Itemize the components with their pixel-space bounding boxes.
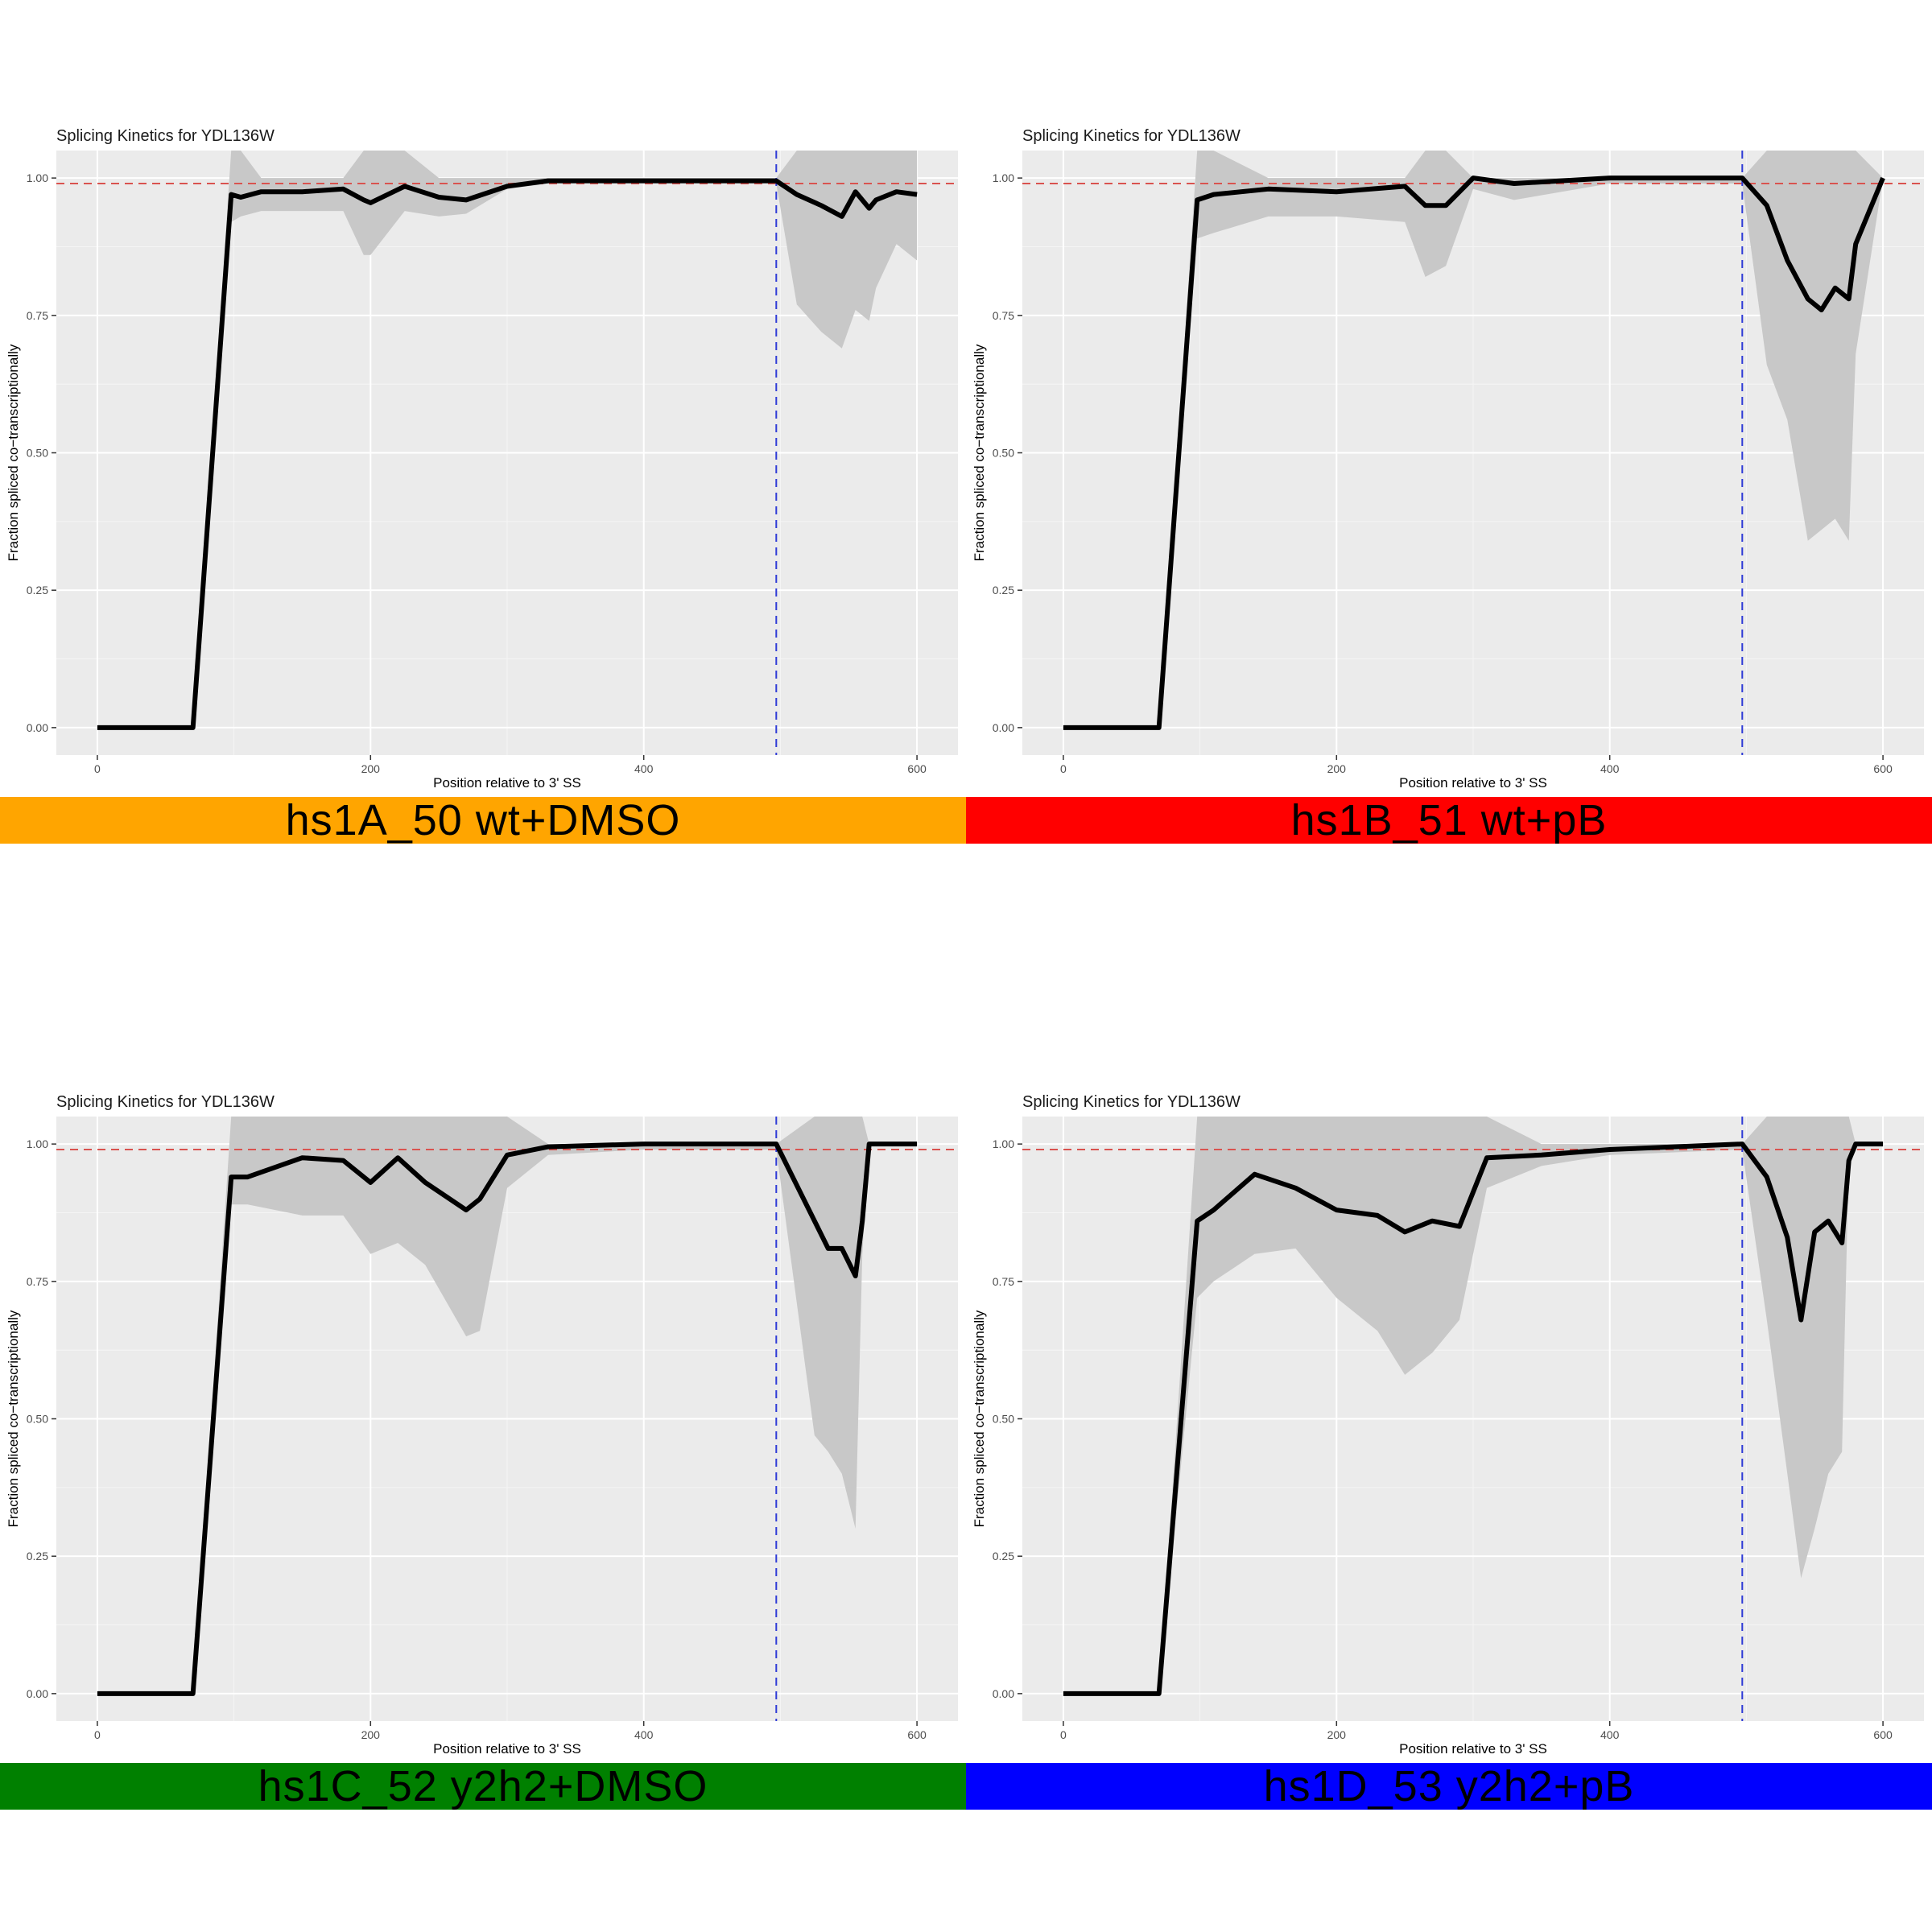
y-tick-label: 0.00: [27, 721, 48, 734]
y-tick-label: 1.00: [27, 171, 48, 184]
x-tick-label: 200: [1327, 1728, 1347, 1741]
x-tick-label: 400: [634, 762, 654, 775]
sample-label-banner: hs1D_53 y2h2+pB: [966, 1763, 1932, 1810]
sample-label: hs1B_51 wt+pB: [1290, 796, 1608, 844]
plot-area: [56, 151, 958, 755]
chart-panel-hs1d: 0.00 0.25 0.50 0.75 1.00 0 200 400 600 Splicing K…: [966, 966, 1932, 1932]
chart-svg: 0.00 0.25 0.50 0.75 1.00 0 200 400 600 Splicing K…: [972, 1093, 1924, 1757]
plot-area: [56, 1117, 958, 1721]
x-tick-label: 600: [1873, 762, 1893, 775]
x-axis-label: Position relative to 3' SS: [433, 1741, 581, 1757]
x-tick-label: 400: [1600, 762, 1620, 775]
y-tick-label: 0.25: [993, 584, 1014, 597]
chart-title: Splicing Kinetics for YDL136W: [1022, 1093, 1241, 1111]
x-tick-label: 0: [94, 762, 101, 775]
y-tick-label: 0.00: [993, 721, 1014, 734]
confidence-ribbon: [1063, 151, 1884, 728]
y-tick-label: 1.00: [993, 1137, 1014, 1150]
x-tick-label: 0: [1060, 1728, 1067, 1741]
y-tick-label: 0.00: [993, 1687, 1014, 1700]
x-tick-label: 200: [1327, 762, 1347, 775]
chart-svg: 0.00 0.25 0.50 0.75 1.00 0 200 400 600 Splicing K…: [6, 1093, 958, 1757]
x-tick-label: 200: [361, 762, 381, 775]
sample-label-banner: hs1B_51 wt+pB: [966, 797, 1932, 844]
sample-label-banner: hs1A_50 wt+DMSO: [0, 797, 966, 844]
x-tick-label: 600: [907, 762, 927, 775]
y-tick-label: 0.50: [27, 447, 48, 460]
y-tick-label: 0.75: [993, 1275, 1014, 1288]
x-tick-label: 0: [94, 1728, 101, 1741]
x-axis-label: Position relative to 3' SS: [1399, 1741, 1547, 1757]
confidence-ribbon: [97, 1117, 918, 1694]
chart-title: Splicing Kinetics for YDL136W: [56, 1093, 275, 1111]
y-tick-label: 0.50: [27, 1413, 48, 1426]
y-tick-label: 0.50: [993, 447, 1014, 460]
fraction-spliced-line: [97, 178, 918, 730]
y-tick-label: 0.75: [27, 1275, 48, 1288]
chart-panel-hs1a: 0.00 0.25 0.50 0.75 1.00 0 200 400 600 Splicing K…: [0, 0, 966, 966]
y-tick-label: 1.00: [27, 1137, 48, 1150]
fraction-spliced-line: [1063, 175, 1885, 730]
confidence-ribbon: [1063, 1117, 1884, 1694]
x-tick-label: 600: [1873, 1728, 1893, 1741]
plot-area: [1022, 151, 1924, 755]
chart-svg: 0.00 0.25 0.50 0.75 1.00 0 200 400 600 Splicing K…: [6, 127, 958, 791]
chart-svg: 0.00 0.25 0.50 0.75 1.00 0 200 400 600 Splicing K…: [972, 127, 1924, 791]
y-tick-label: 0.75: [27, 309, 48, 322]
x-tick-label: 600: [907, 1728, 927, 1741]
x-tick-label: 400: [634, 1728, 654, 1741]
y-axis-label: Fraction spliced co−transcriptionally: [972, 344, 987, 561]
sample-label: hs1D_53 y2h2+pB: [1263, 1762, 1635, 1810]
y-axis-label: Fraction spliced co−transcriptionally: [972, 1310, 987, 1527]
x-tick-label: 400: [1600, 1728, 1620, 1741]
sample-label: hs1C_52 y2h2+DMSO: [258, 1762, 708, 1810]
y-tick-label: 0.50: [993, 1413, 1014, 1426]
y-axis-label: Fraction spliced co−transcriptionally: [6, 1310, 21, 1527]
y-tick-label: 0.75: [993, 309, 1014, 322]
y-tick-label: 0.00: [27, 1687, 48, 1700]
x-axis-label: Position relative to 3' SS: [433, 775, 581, 791]
y-axis-label: Fraction spliced co−transcriptionally: [6, 344, 21, 561]
y-tick-label: 0.25: [27, 1550, 48, 1563]
x-axis-label: Position relative to 3' SS: [1399, 775, 1547, 791]
x-tick-label: 0: [1060, 762, 1067, 775]
plot-area: [1022, 1117, 1924, 1721]
sample-label-banner: hs1C_52 y2h2+DMSO: [0, 1763, 966, 1810]
x-tick-label: 200: [361, 1728, 381, 1741]
sample-label: hs1A_50 wt+DMSO: [285, 796, 681, 844]
y-tick-label: 0.25: [27, 584, 48, 597]
confidence-ribbon: [97, 151, 918, 728]
chart-panel-hs1c: 0.00 0.25 0.50 0.75 1.00 0 200 400 600 Splicing K…: [0, 966, 966, 1932]
chart-title: Splicing Kinetics for YDL136W: [1022, 127, 1241, 145]
chart-panel-hs1b: 0.00 0.25 0.50 0.75 1.00 0 200 400 600 Splicing K…: [966, 0, 1932, 966]
y-tick-label: 1.00: [993, 171, 1014, 184]
y-tick-label: 0.25: [993, 1550, 1014, 1563]
chart-title: Splicing Kinetics for YDL136W: [56, 127, 275, 145]
fraction-spliced-line: [1063, 1141, 1884, 1696]
fraction-spliced-line: [97, 1141, 918, 1696]
